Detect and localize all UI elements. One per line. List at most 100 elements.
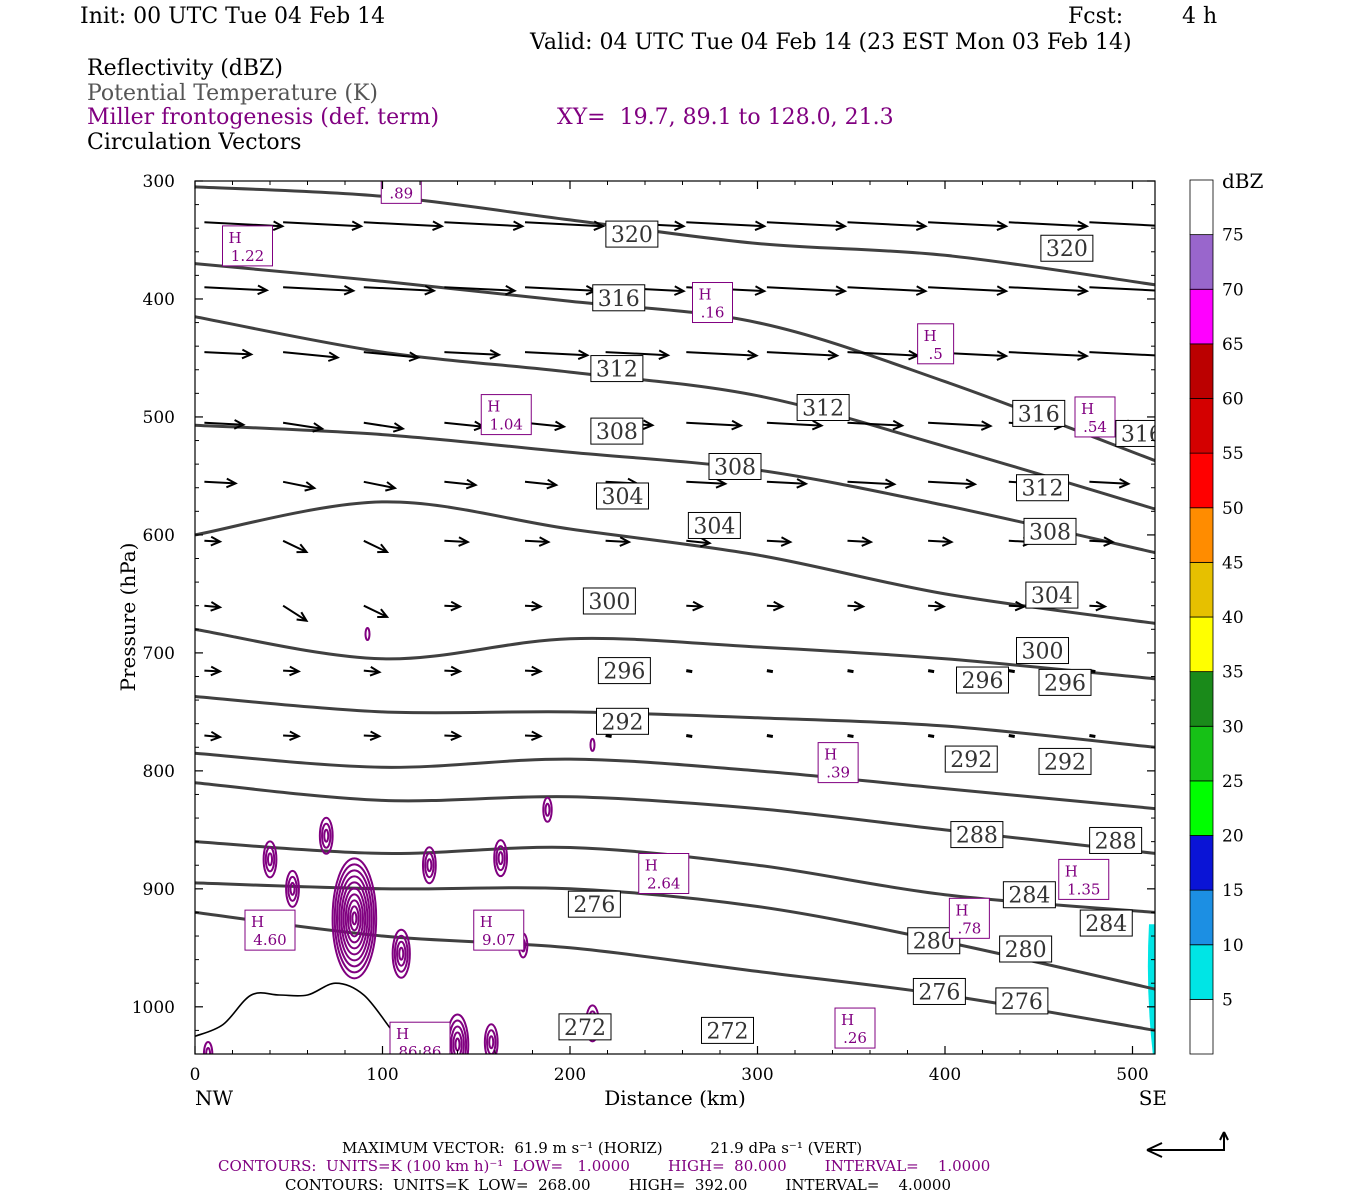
frontogenesis-contour — [483, 1023, 499, 1054]
max-label: H — [480, 913, 493, 931]
y-axis-title: Pressure (hPa) — [116, 543, 140, 692]
colorbar-swatch — [1189, 998, 1214, 1055]
theta-label-text: 312 — [1022, 477, 1064, 502]
theta-label-text: 296 — [962, 669, 1004, 694]
max-value: 2.64 — [647, 875, 680, 893]
circulation-vector — [283, 351, 340, 362]
max-value: .39 — [826, 764, 850, 782]
plot-frame — [194, 180, 1156, 1055]
circulation-vector — [363, 539, 390, 554]
frontogenesis-contour — [344, 893, 364, 944]
theta-label-box — [687, 511, 741, 539]
cross-section-endpoints: XY= 19.7, 89.1 to 128.0, 21.3 — [557, 105, 894, 130]
frontogenesis-contour — [342, 887, 367, 950]
circulation-vector — [928, 536, 954, 547]
circulation-vector — [1008, 220, 1090, 232]
circulation-vector — [847, 419, 905, 431]
max-label: H — [993, 1085, 1006, 1103]
frontogenesis-contour — [289, 881, 296, 896]
forecast-hour: 4 h — [1182, 4, 1218, 29]
frontogenesis-contour — [321, 822, 332, 849]
colorbar-label: 20 — [1222, 827, 1244, 847]
scale-vector-icon — [1146, 1131, 1229, 1158]
theta-label-304: 304 — [1025, 581, 1079, 609]
frontogenesis-max: H1.04 — [480, 394, 532, 436]
circulation-vector — [363, 604, 390, 618]
theta-label-text: 320 — [1046, 237, 1088, 262]
colorbar-label: 10 — [1222, 936, 1244, 956]
circulation-vector — [1089, 351, 1155, 357]
theta-label-box — [590, 417, 644, 445]
max-value: .16 — [701, 304, 725, 322]
colorbar-swatch — [1189, 561, 1214, 618]
theta-contour-308 — [195, 423, 1155, 555]
max-label: H — [824, 746, 837, 764]
frontogenesis-contour — [398, 946, 405, 961]
colorbar-swatch — [1189, 179, 1214, 236]
colorbar-label: 55 — [1222, 444, 1244, 464]
circulation-vector — [1089, 478, 1131, 489]
frontogenesis-contour — [205, 1047, 212, 1054]
max-box — [244, 909, 296, 951]
circulation-vector — [766, 669, 774, 674]
max-label: H — [955, 901, 968, 919]
max-label: H — [841, 1011, 854, 1029]
circulation-vector — [1008, 733, 1015, 738]
theta-label-box — [796, 394, 850, 422]
circulation-vector — [1008, 600, 1027, 612]
circulation-vector — [524, 600, 543, 612]
theta-label-box — [956, 666, 1009, 694]
theta-label-box — [558, 1013, 612, 1041]
y-tick-label: 1000 — [132, 998, 175, 1018]
colorbar-label: 5 — [1222, 990, 1233, 1010]
theta-label-316: 316 — [1115, 419, 1155, 447]
theta-label-text: 284 — [1008, 884, 1050, 909]
theta-label-box — [1079, 909, 1133, 937]
frontogenesis-contour — [202, 1041, 214, 1054]
max-value: 9.07 — [482, 931, 515, 949]
x-axis-title: Distance (km) — [604, 1086, 746, 1110]
theta-label-text: 296 — [603, 660, 645, 685]
frontogenesis-contour — [497, 851, 504, 866]
circulation-vector — [847, 536, 874, 547]
circulation-vector — [363, 480, 398, 492]
circulation-vector — [524, 349, 590, 361]
circulation-vector — [1008, 285, 1090, 296]
x-axis-left-end-label: NW — [195, 1086, 234, 1110]
circulation-vector — [766, 349, 840, 361]
circulation-vector — [847, 733, 854, 738]
theta-label-316: 316 — [1012, 399, 1066, 427]
colorbar-swatch — [1189, 398, 1214, 454]
frontogenesis-contour — [486, 1029, 497, 1054]
circulation-vector — [204, 601, 223, 612]
theta-label-box — [1016, 637, 1069, 665]
theta-label-text: 304 — [693, 514, 735, 539]
theta-label-box — [708, 452, 762, 480]
circulation-vector — [686, 669, 693, 674]
frontogenesis-contour — [493, 839, 509, 878]
frontogenesis-contour — [318, 816, 334, 855]
circulation-vector — [282, 480, 317, 492]
colorbar-label: 15 — [1222, 881, 1244, 901]
max-value: 4.60 — [253, 931, 286, 949]
frontogenesis-max: H.39 — [817, 742, 859, 784]
theta-label-276: 276 — [995, 987, 1049, 1015]
circulation-vector — [444, 285, 517, 296]
circulation-vector — [928, 220, 1009, 232]
theta-label-box — [1040, 234, 1094, 262]
frontogenesis-max: H.89 — [380, 181, 422, 204]
frontogenesis-contour — [544, 802, 551, 817]
frontogenesis-contour — [331, 857, 378, 980]
theta-label-text: 280 — [913, 930, 955, 955]
theta-label-text: 304 — [602, 485, 644, 510]
circulation-vector — [282, 421, 325, 433]
circulation-vector — [766, 285, 848, 296]
theta-label-box — [701, 1016, 754, 1044]
max-value: .5 — [928, 345, 942, 363]
theta-label-text: 272 — [564, 1016, 606, 1041]
theta-label-312: 312 — [590, 355, 644, 383]
theta-label-284: 284 — [1079, 909, 1133, 937]
theta-label-292: 292 — [1038, 747, 1092, 775]
y-tick-label: 300 — [143, 172, 175, 192]
